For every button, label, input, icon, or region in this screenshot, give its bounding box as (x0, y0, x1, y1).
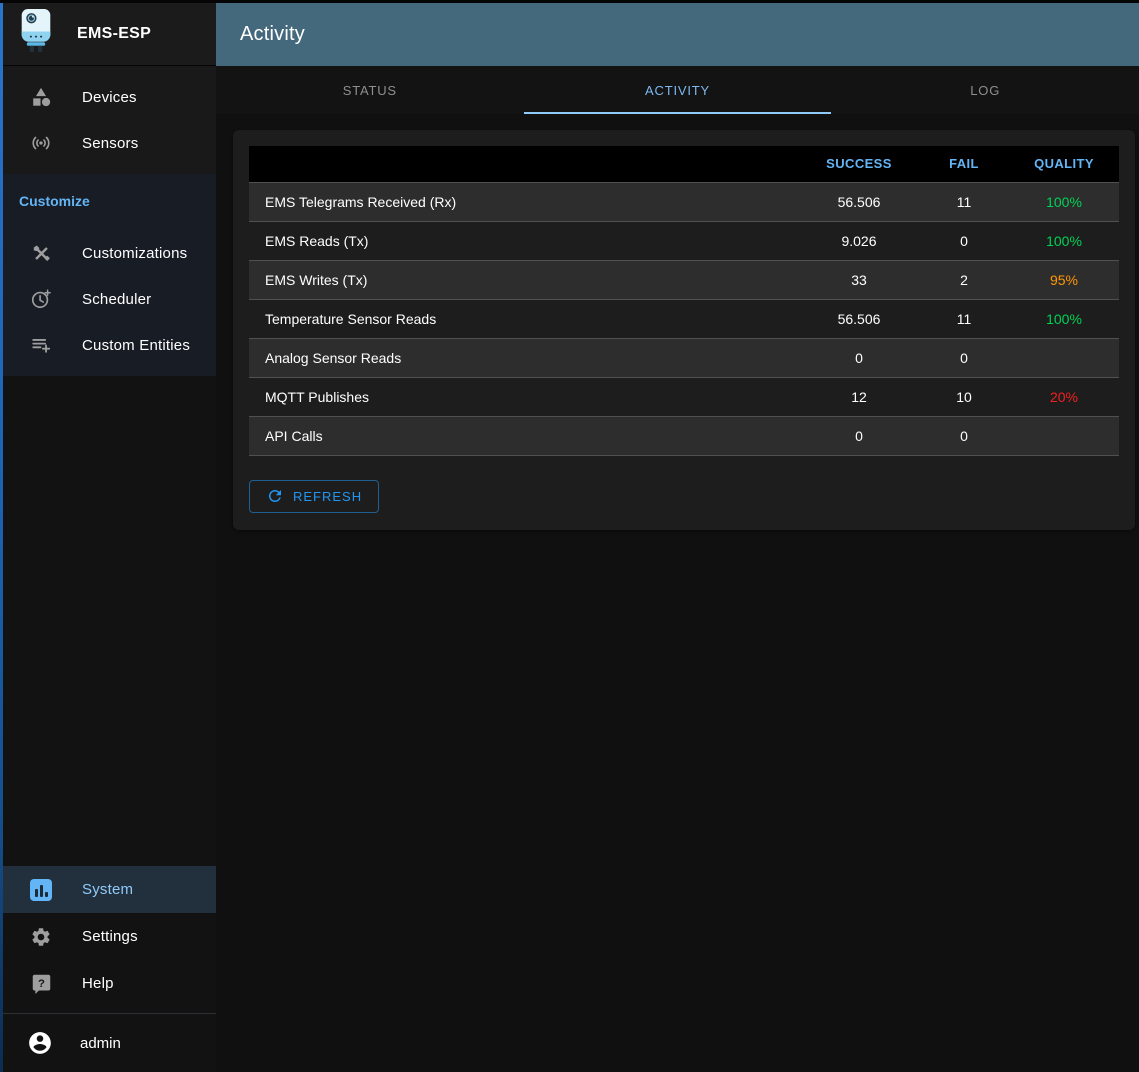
row-fail-value: 0 (919, 415, 1009, 456)
sidebar-divider (3, 1013, 216, 1014)
page-title: Activity (240, 23, 305, 45)
svg-text:?: ? (38, 978, 45, 990)
row-success-value: 56.506 (799, 181, 919, 221)
sidebar-item-admin[interactable]: admin (3, 1014, 216, 1072)
sidebar-item-label: Devices (82, 88, 137, 106)
row-label: MQTT Publishes (249, 376, 799, 416)
playlist-add-icon (29, 333, 53, 357)
sidebar-nav-main: Devices Sensors (3, 66, 216, 174)
row-success-value: 0 (799, 415, 919, 456)
activity-card: SUCCESS FAIL QUALITY EMS Telegrams Recei… (233, 130, 1135, 530)
column-header-quality: QUALITY (1009, 146, 1119, 182)
tab-log[interactable]: LOG (970, 82, 1001, 98)
table-row: Analog Sensor Reads 0 0 (249, 337, 1119, 377)
row-label: API Calls (249, 415, 799, 456)
row-label: Analog Sensor Reads (249, 337, 799, 377)
sidebar-item-devices[interactable]: Devices (3, 74, 216, 120)
column-header-fail: FAIL (919, 146, 1009, 182)
app-logo-block: EMS-ESP (3, 3, 216, 66)
row-label: EMS Writes (Tx) (249, 259, 799, 299)
row-quality-value: 95% (1009, 259, 1119, 299)
sidebar-item-scheduler[interactable]: Scheduler (3, 276, 216, 322)
sidebar-item-label: System (82, 881, 134, 898)
row-success-value: 0 (799, 337, 919, 377)
boiler-logo-icon (17, 8, 55, 60)
row-success-value: 9.026 (799, 220, 919, 260)
sidebar-item-sensors[interactable]: Sensors (3, 120, 216, 166)
sidebar-item-settings[interactable]: Settings (3, 913, 216, 960)
refresh-icon (266, 487, 284, 505)
tab-bar: STATUS ACTIVITY LOG (216, 66, 1139, 114)
row-quality-value: 100% (1009, 181, 1119, 221)
sidebar-item-help[interactable]: ? Help (3, 960, 216, 1007)
sidebar-item-label: Scheduler (82, 290, 152, 308)
sidebar-item-label: Help (82, 975, 114, 992)
sidebar-item-label: Custom Entities (82, 336, 191, 354)
column-header-name (249, 146, 799, 182)
table-row: MQTT Publishes 12 10 20% (249, 376, 1119, 416)
row-quality-value (1009, 337, 1119, 377)
sidebar-item-label: Customizations (82, 244, 188, 262)
more-time-icon (29, 287, 53, 311)
row-quality-value: 100% (1009, 298, 1119, 338)
row-fail-value: 10 (919, 376, 1009, 416)
table-row: EMS Telegrams Received (Rx) 56.506 11 100% (249, 181, 1119, 221)
help-icon: ? (29, 972, 53, 996)
row-success-value: 33 (799, 259, 919, 299)
sidebar: EMS-ESP Devices (3, 3, 216, 1072)
sidebar-item-system[interactable]: System (3, 866, 216, 913)
construction-icon (29, 241, 53, 265)
gear-icon (29, 925, 53, 949)
row-success-value: 56.506 (799, 298, 919, 338)
activity-table-body: EMS Telegrams Received (Rx) 56.506 11 100% E… (249, 181, 1119, 456)
row-fail-value: 0 (919, 220, 1009, 260)
window-top-edge (0, 0, 1139, 3)
category-icon (29, 85, 53, 109)
row-fail-value: 2 (919, 259, 1009, 299)
row-quality-value (1009, 415, 1119, 456)
table-row: EMS Writes (Tx) 33 2 95% (249, 259, 1119, 299)
tab-activity[interactable]: ACTIVITY (523, 66, 832, 114)
row-success-value: 12 (799, 376, 919, 416)
sidebar-bottom-section: System Settings ? Help (3, 866, 216, 1013)
sensors-icon (29, 131, 53, 155)
table-row: API Calls 0 0 (249, 415, 1119, 456)
row-fail-value: 11 (919, 298, 1009, 338)
sidebar-spacer (3, 376, 216, 866)
activity-table: SUCCESS FAIL QUALITY EMS Telegrams Recei… (249, 146, 1119, 456)
row-quality-value: 20% (1009, 376, 1119, 416)
sidebar-item-label: Sensors (82, 134, 139, 152)
main-content: Activity STATUS ACTIVITY LOG SUCCESS FAI… (216, 3, 1139, 1072)
sidebar-item-custom-entities[interactable]: Custom Entities (3, 322, 216, 368)
row-fail-value: 0 (919, 337, 1009, 377)
row-fail-value: 11 (919, 181, 1009, 221)
customize-section-label: Customize (19, 193, 90, 209)
sidebar-user-label: admin (80, 1034, 121, 1052)
app-bar: Activity (216, 3, 1139, 66)
window-left-edge (0, 0, 3, 1072)
table-row: Temperature Sensor Reads 56.506 11 100% (249, 298, 1119, 338)
table-header-row: SUCCESS FAIL QUALITY (249, 146, 1119, 182)
tab-status[interactable]: STATUS (342, 82, 397, 98)
bar-chart-icon (29, 878, 53, 902)
row-label: EMS Reads (Tx) (249, 220, 799, 260)
app-title: EMS-ESP (77, 25, 152, 42)
row-quality-value: 100% (1009, 220, 1119, 260)
row-label: Temperature Sensor Reads (249, 298, 799, 338)
refresh-button-label: REFRESH (293, 488, 363, 504)
sidebar-item-label: Settings (82, 928, 138, 945)
table-row: EMS Reads (Tx) 9.026 0 100% (249, 220, 1119, 260)
refresh-button[interactable]: REFRESH (249, 479, 380, 513)
row-label: EMS Telegrams Received (Rx) (249, 181, 799, 221)
sidebar-item-customizations[interactable]: Customizations (3, 230, 216, 276)
account-circle-icon (27, 1030, 53, 1056)
sidebar-customize-section: Customize Customizations Schedul (3, 174, 216, 376)
column-header-success: SUCCESS (799, 146, 919, 182)
